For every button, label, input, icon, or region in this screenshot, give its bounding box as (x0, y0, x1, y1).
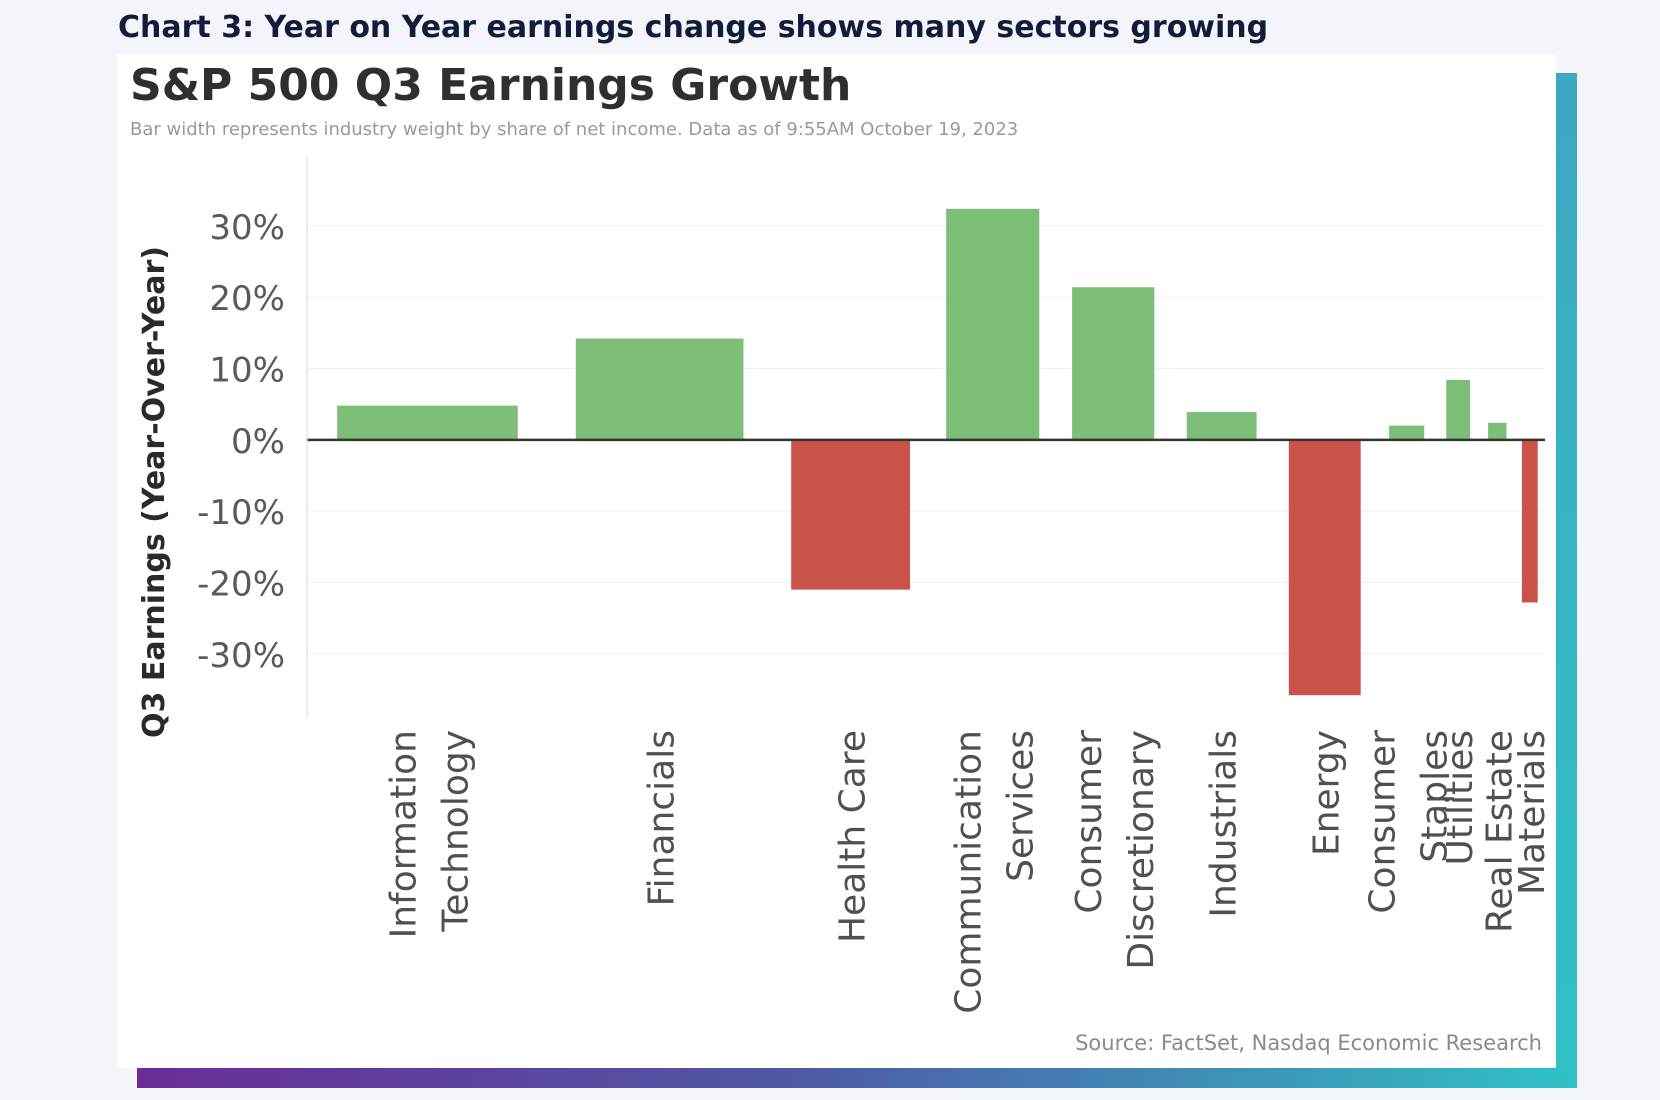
x-tick-label: Utilities (1440, 730, 1481, 866)
x-tick-label: Technology (435, 730, 476, 933)
x-tick-label: Consumer (1363, 730, 1404, 914)
bar-communication-services (946, 208, 1040, 440)
x-tick-label: Energy (1307, 730, 1348, 856)
x-tick-label: Communication (949, 730, 990, 1014)
y-tick-label: -20% (197, 565, 285, 605)
y-tick-label: 0% (231, 422, 285, 462)
chart-card: S&P 500 Q3 Earnings Growth Bar width rep… (117, 54, 1556, 1068)
x-tick-label: Information (383, 730, 424, 938)
frame-accent-right (1556, 73, 1577, 1087)
x-tick-label: Industrials (1204, 730, 1245, 918)
chart-title: S&P 500 Q3 Earnings Growth (130, 60, 851, 111)
chart-caption: Chart 3: Year on Year earnings change sh… (118, 10, 1269, 45)
gridlines (307, 225, 1545, 655)
bars (337, 208, 1538, 696)
y-tick-labels: 30% 20% 10% 0% -10% -20% -30% (197, 208, 285, 676)
y-axis-label: Q3 Earnings (Year-Over-Year) (137, 246, 172, 738)
y-tick-label: 20% (209, 279, 285, 319)
bar-utilities (1446, 379, 1471, 440)
y-tick-label: -30% (197, 636, 285, 676)
frame-accent-bottom (137, 1068, 1577, 1088)
x-tick-label: Consumer (1069, 730, 1110, 914)
chart-subtitle: Bar width represents industry weight by … (130, 119, 1018, 140)
bar-industrials (1186, 412, 1257, 440)
bar-financials (575, 338, 744, 440)
x-tick-label: Health Care (833, 730, 874, 943)
bar-energy (1288, 439, 1361, 696)
x-tick-label: Financials (642, 730, 683, 906)
bar-real-estate (1488, 422, 1507, 440)
source-note: Source: FactSet, Nasdaq Economic Researc… (1075, 1031, 1542, 1055)
y-tick-label: 30% (209, 208, 285, 248)
x-category-labels: Information Technology Financials Health Ca… (383, 730, 1552, 1014)
x-tick-label: Discretionary (1121, 730, 1162, 970)
bar-health-care (791, 439, 910, 590)
y-tick-label: 10% (209, 351, 285, 391)
bar-consumer-staples (1389, 425, 1425, 440)
earnings-chart: S&P 500 Q3 Earnings Growth Bar width rep… (130, 60, 1553, 1055)
bar-consumer-discretionary (1072, 287, 1155, 440)
bar-information-technology (337, 405, 518, 440)
x-tick-label: Real Estate (1479, 730, 1520, 933)
x-tick-label: Services (1001, 730, 1042, 882)
bar-materials (1521, 439, 1538, 603)
x-tick-label: Staples (1415, 730, 1456, 863)
y-tick-label: -10% (197, 493, 285, 533)
x-tick-label: Materials (1512, 730, 1553, 895)
